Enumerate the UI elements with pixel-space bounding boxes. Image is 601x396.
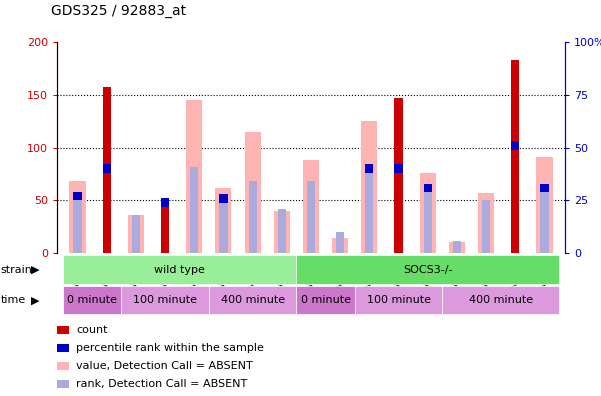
Bar <box>361 121 377 253</box>
Bar <box>128 215 144 253</box>
Bar <box>540 188 549 253</box>
Bar <box>365 169 373 253</box>
Text: SOCS3-/-: SOCS3-/- <box>403 265 453 275</box>
Bar <box>449 242 465 253</box>
Bar <box>478 193 494 253</box>
Bar <box>219 194 228 203</box>
Bar <box>70 181 85 253</box>
Bar <box>245 131 261 253</box>
Text: 0 minute: 0 minute <box>300 295 350 305</box>
Text: GDS325 / 92883_at: GDS325 / 92883_at <box>51 4 186 18</box>
Bar <box>419 173 436 253</box>
Text: 100 minute: 100 minute <box>367 295 430 305</box>
Bar <box>365 164 373 173</box>
Bar <box>274 211 290 253</box>
Bar <box>394 164 403 173</box>
Text: rank, Detection Call = ABSENT: rank, Detection Call = ABSENT <box>76 379 248 389</box>
Bar <box>453 241 461 253</box>
Bar <box>73 192 82 200</box>
Bar <box>511 188 519 253</box>
Bar <box>537 157 552 253</box>
Text: value, Detection Call = ABSENT: value, Detection Call = ABSENT <box>76 361 253 371</box>
Bar <box>332 238 348 253</box>
Bar <box>303 160 319 253</box>
Bar <box>190 167 198 253</box>
Bar <box>103 164 111 173</box>
Bar <box>307 181 315 253</box>
Text: ▶: ▶ <box>31 295 39 305</box>
Bar <box>424 188 432 253</box>
Bar <box>540 183 549 192</box>
Text: wild type: wild type <box>154 265 205 275</box>
Text: ▶: ▶ <box>31 265 39 275</box>
Bar <box>73 196 82 253</box>
Text: strain: strain <box>1 265 32 275</box>
Bar <box>511 59 519 253</box>
Bar <box>336 232 344 253</box>
Bar <box>482 200 490 253</box>
Bar <box>186 100 203 253</box>
Bar <box>249 181 257 253</box>
Text: 400 minute: 400 minute <box>221 295 285 305</box>
Bar <box>132 215 140 253</box>
Bar <box>219 198 228 253</box>
Text: 400 minute: 400 minute <box>469 295 533 305</box>
Bar <box>215 188 231 253</box>
Text: 0 minute: 0 minute <box>67 295 117 305</box>
Bar <box>424 183 432 192</box>
Bar <box>394 98 403 253</box>
Text: 100 minute: 100 minute <box>133 295 197 305</box>
Bar <box>161 198 169 207</box>
Text: time: time <box>1 295 26 305</box>
Bar <box>278 209 286 253</box>
Text: count: count <box>76 325 108 335</box>
Bar <box>511 141 519 150</box>
Bar <box>103 87 111 253</box>
Text: percentile rank within the sample: percentile rank within the sample <box>76 343 264 353</box>
Bar <box>161 204 169 253</box>
